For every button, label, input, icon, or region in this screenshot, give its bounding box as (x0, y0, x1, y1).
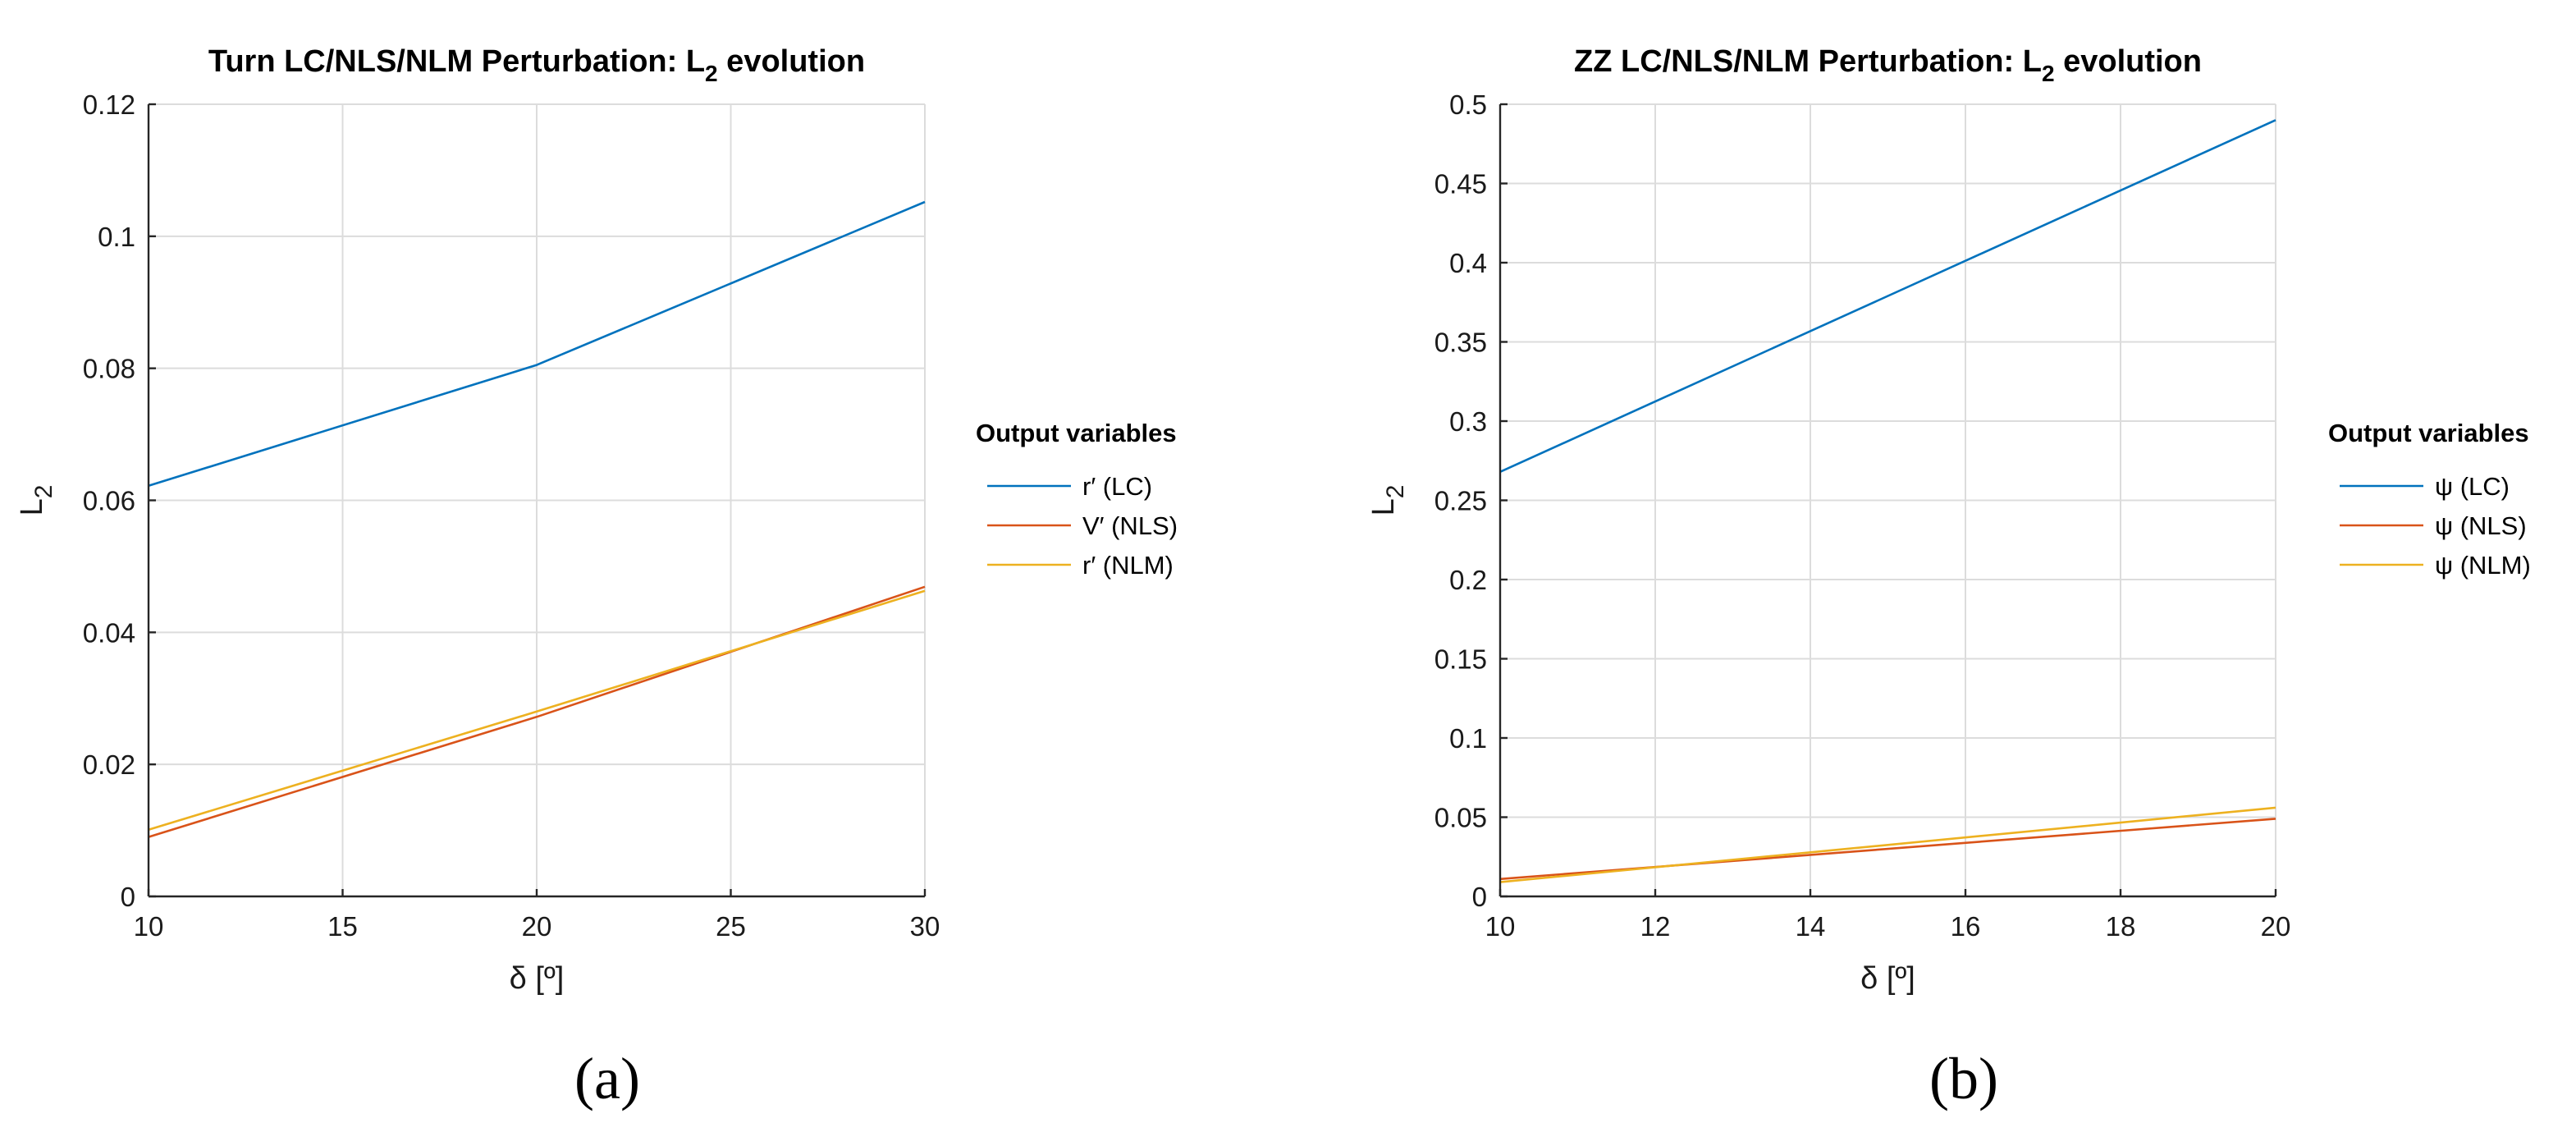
y-tick-label: 0.25 (1434, 486, 1487, 516)
y-tick-label: 0.5 (1449, 89, 1487, 120)
x-axis-label: δ [º] (1860, 961, 1915, 996)
y-tick-label: 0.15 (1434, 644, 1487, 675)
y-axis-label-subscript: 2 (30, 485, 57, 499)
y-axis-label-main: L (1366, 498, 1401, 516)
y-tick-label: 0.4 (1449, 248, 1487, 278)
legend-entry-0: ψ (LC) (2435, 472, 2510, 501)
chart-title-suffix: evolution (718, 44, 865, 79)
legend-entry-2: r′ (NLM) (1082, 551, 1174, 580)
legend-entry-1: V′ (NLS) (1082, 511, 1178, 540)
y-tick-label: 0.08 (83, 354, 135, 384)
legend-title: Output variables (976, 419, 1177, 447)
series-line-2 (1499, 806, 2276, 883)
x-tick-label: 15 (327, 911, 358, 942)
chart-title-suffix: evolution (2055, 44, 2202, 79)
legend-entry-2: ψ (NLM) (2435, 551, 2531, 580)
x-axis-label: δ [º] (510, 961, 565, 996)
x-tick-label: 12 (1640, 911, 1671, 942)
x-tick-label: 20 (2261, 911, 2291, 942)
y-tick-label: 0.06 (83, 486, 135, 516)
chart-title-subscript: 2 (2042, 61, 2055, 86)
y-tick-label: 0.2 (1449, 565, 1487, 595)
chart-title: Turn LC/NLS/NLM Perturbation: L2 evoluti… (208, 44, 865, 86)
chart-title-main: Turn LC/NLS/NLM Perturbation: L (208, 44, 705, 79)
y-tick-label: 0.45 (1434, 169, 1487, 199)
series-line-0 (148, 200, 926, 488)
y-axis-label: L2 (1366, 485, 1409, 516)
chart-b: 10 12 14 16 18 20 0 0.05 0.1 0.15 0.2 0.25 0.3 0.35 0.… (1366, 44, 2531, 1111)
y-tick-label: 0.02 (83, 749, 135, 780)
x-tick-label: 25 (716, 911, 746, 942)
x-tick-label: 20 (522, 911, 552, 942)
y-tick-label: 0.1 (98, 222, 135, 252)
panel-label: (a) (574, 1046, 640, 1111)
series-line-2 (148, 589, 926, 832)
x-tick-label: 16 (1951, 911, 1981, 942)
chart-title: ZZ LC/NLS/NLM Perturbation: L2 evolution (1574, 44, 2202, 86)
chart-title-main: ZZ LC/NLS/NLM Perturbation: L (1574, 44, 2042, 79)
y-tick-label: 0.05 (1434, 803, 1487, 833)
y-tick-label: 0.04 (83, 617, 135, 648)
legend-entry-0: r′ (LC) (1082, 472, 1152, 501)
y-tick-label: 0 (1472, 882, 1487, 912)
y-tick-label: 0.3 (1449, 406, 1487, 437)
y-axis-label-subscript: 2 (1382, 485, 1409, 499)
x-tick-label: 10 (134, 911, 164, 942)
panel-label: (b) (1929, 1046, 1998, 1111)
y-tick-label: 0.12 (83, 89, 135, 120)
y-tick-label: 0 (121, 882, 135, 912)
y-axis-label: L2 (15, 485, 57, 516)
x-tick-label: 18 (2106, 911, 2136, 942)
x-tick-label: 14 (1796, 911, 1826, 942)
legend-title: Output variables (2328, 419, 2529, 447)
x-tick-label: 30 (910, 911, 940, 942)
chart-title-subscript: 2 (705, 61, 718, 86)
y-axis-label-main: L (15, 498, 49, 516)
x-tick-label: 10 (1485, 911, 1516, 942)
legend-entry-1: ψ (NLS) (2435, 511, 2527, 540)
y-tick-label: 0.35 (1434, 328, 1487, 358)
chart-a: 10 15 20 25 30 0 0.02 0.04 0.06 0.08 0.1 0.12 Turn L… (15, 44, 1178, 1111)
series-line-0 (1499, 119, 2276, 473)
y-tick-label: 0.1 (1449, 723, 1487, 754)
